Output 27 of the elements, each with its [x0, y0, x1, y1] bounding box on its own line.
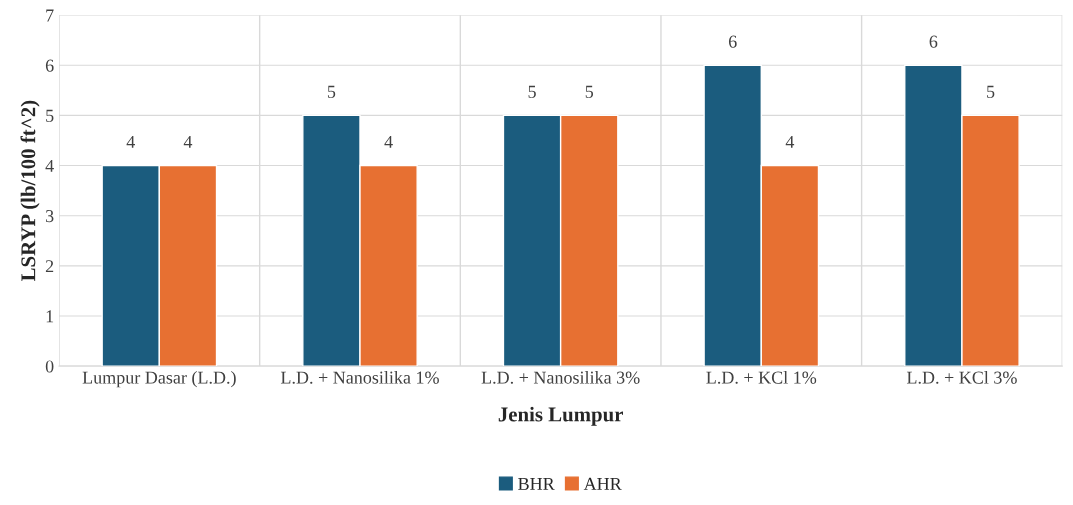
x-tick-label: Lumpur Dasar (L.D.) [82, 370, 236, 388]
x-tick-label: L.D. + Nanosilika 3% [481, 370, 640, 384]
data-label: 5 [327, 85, 336, 98]
legend-label: AHR [583, 477, 622, 490]
y-tick-label: 3 [45, 210, 54, 223]
y-axis-title: LSRYP (lb/100 ft^2) [20, 100, 40, 282]
y-tick-label: 2 [45, 260, 54, 273]
x-axis-title: Jenis Lumpur [498, 406, 623, 426]
legend-label: BHR [518, 477, 555, 490]
data-label: 4 [126, 135, 135, 148]
data-label: 4 [785, 135, 795, 148]
data-label: 4 [384, 135, 393, 148]
x-tick-label: L.D. + KCl 3% [906, 370, 1017, 384]
x-tick-label: L.D. + KCl 1% [706, 370, 817, 384]
data-label: 6 [728, 35, 737, 48]
y-tick-label: 1 [46, 310, 54, 323]
y-tick-label: 7 [46, 9, 54, 22]
data-label: 5 [585, 85, 594, 98]
y-tick-label: 0 [45, 360, 54, 373]
data-label: 6 [929, 35, 938, 48]
y-tick-label: 4 [45, 159, 54, 172]
data-label: 5 [987, 85, 995, 98]
y-tick-label: 5 [46, 109, 54, 122]
data-label: 4 [183, 135, 193, 148]
data-label: 5 [528, 85, 536, 98]
y-tick-label: 6 [45, 59, 54, 72]
x-tick-label: L.D. + Nanosilika 1% [280, 370, 439, 384]
